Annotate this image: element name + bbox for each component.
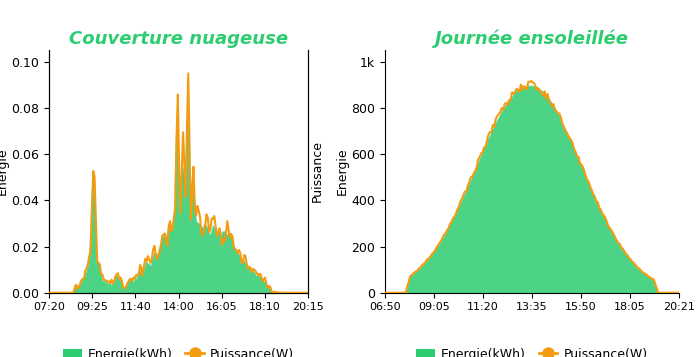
Legend: Energie(kWh), Puissance(W): Energie(kWh), Puissance(W)	[57, 343, 300, 357]
Y-axis label: Energie: Energie	[335, 147, 349, 195]
Legend: Energie(kWh), Puissance(W): Energie(kWh), Puissance(W)	[412, 343, 652, 357]
Title: Journée ensoleillée: Journée ensoleillée	[435, 30, 629, 49]
Title: Couverture nuageuse: Couverture nuageuse	[69, 30, 288, 49]
Y-axis label: Puissance: Puissance	[311, 140, 324, 202]
Y-axis label: Energie: Energie	[0, 147, 8, 195]
